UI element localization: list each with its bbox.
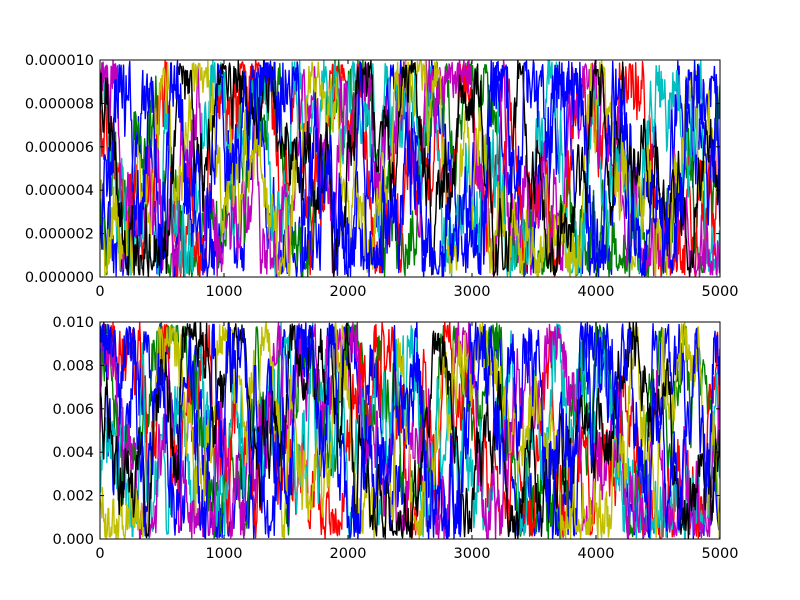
series-line-top-6 [100, 60, 720, 277]
x-tick-label-top: 4000 [578, 284, 615, 300]
series-line-bottom-7 [100, 322, 720, 539]
x-tick-labels-bottom: 0 1000 2000 3000 4000 5000 [95, 546, 738, 562]
y-tick-label-bottom: 0.004 [52, 445, 94, 461]
x-tick-label-bottom: 1000 [206, 546, 243, 562]
y-tick-label-bottom: 0.006 [52, 402, 94, 418]
x-tick-label-bottom: 4000 [578, 546, 615, 562]
subplot-top: 0.000000 0.000002 0.000004 0.000006 0.000008… [25, 53, 739, 300]
subplot-bottom: 0.000 0.002 0.004 0.006 0.008 0.010 0 1000 2000… [52, 315, 738, 562]
traces-top [100, 60, 720, 277]
axes-frame-top [99, 59, 721, 278]
y-tick-label-top: 0.000006 [25, 140, 94, 156]
series-line-bottom-3 [100, 322, 720, 539]
y-tick-label-top: 0.000000 [25, 270, 94, 286]
x-tick-label-top: 1000 [206, 284, 243, 300]
x-tick-labels-top: 0 1000 2000 3000 4000 5000 [95, 284, 738, 300]
y-tick-label-top: 0.000002 [25, 227, 94, 243]
series-line-bottom-5 [100, 322, 720, 539]
series-line-top-1 [100, 60, 720, 277]
x-tick-label-bottom: 2000 [330, 546, 367, 562]
x-tick-label-bottom: 3000 [454, 546, 491, 562]
y-tick-label-bottom: 0.000 [52, 532, 94, 548]
y-tick-label-bottom: 0.002 [52, 489, 94, 505]
x-tick-label-top: 5000 [702, 284, 739, 300]
y-tick-label-top: 0.000008 [25, 96, 94, 112]
traces-bottom [100, 322, 720, 539]
x-tick-label-bottom: 5000 [702, 546, 739, 562]
y-tick-labels-top: 0.000000 0.000002 0.000004 0.000006 0.000008… [25, 53, 94, 286]
axes-frame-bottom [99, 321, 721, 540]
series-line-top-5 [100, 60, 720, 277]
x-tick-label-top: 0 [95, 284, 104, 300]
y-tick-label-bottom: 0.010 [52, 315, 94, 331]
plot-area-top [99, 59, 721, 278]
y-tick-label-top: 0.000004 [25, 183, 94, 199]
x-tick-label-top: 2000 [330, 284, 367, 300]
x-tick-label-top: 3000 [454, 284, 491, 300]
series-line-top-7 [100, 60, 720, 277]
plot-area-bottom [99, 321, 721, 540]
y-tick-label-bottom: 0.008 [52, 358, 94, 374]
y-tick-labels-bottom: 0.000 0.002 0.004 0.006 0.008 0.010 [52, 315, 94, 548]
y-tick-label-top: 0.000010 [25, 53, 94, 69]
x-tick-label-bottom: 0 [95, 546, 104, 562]
